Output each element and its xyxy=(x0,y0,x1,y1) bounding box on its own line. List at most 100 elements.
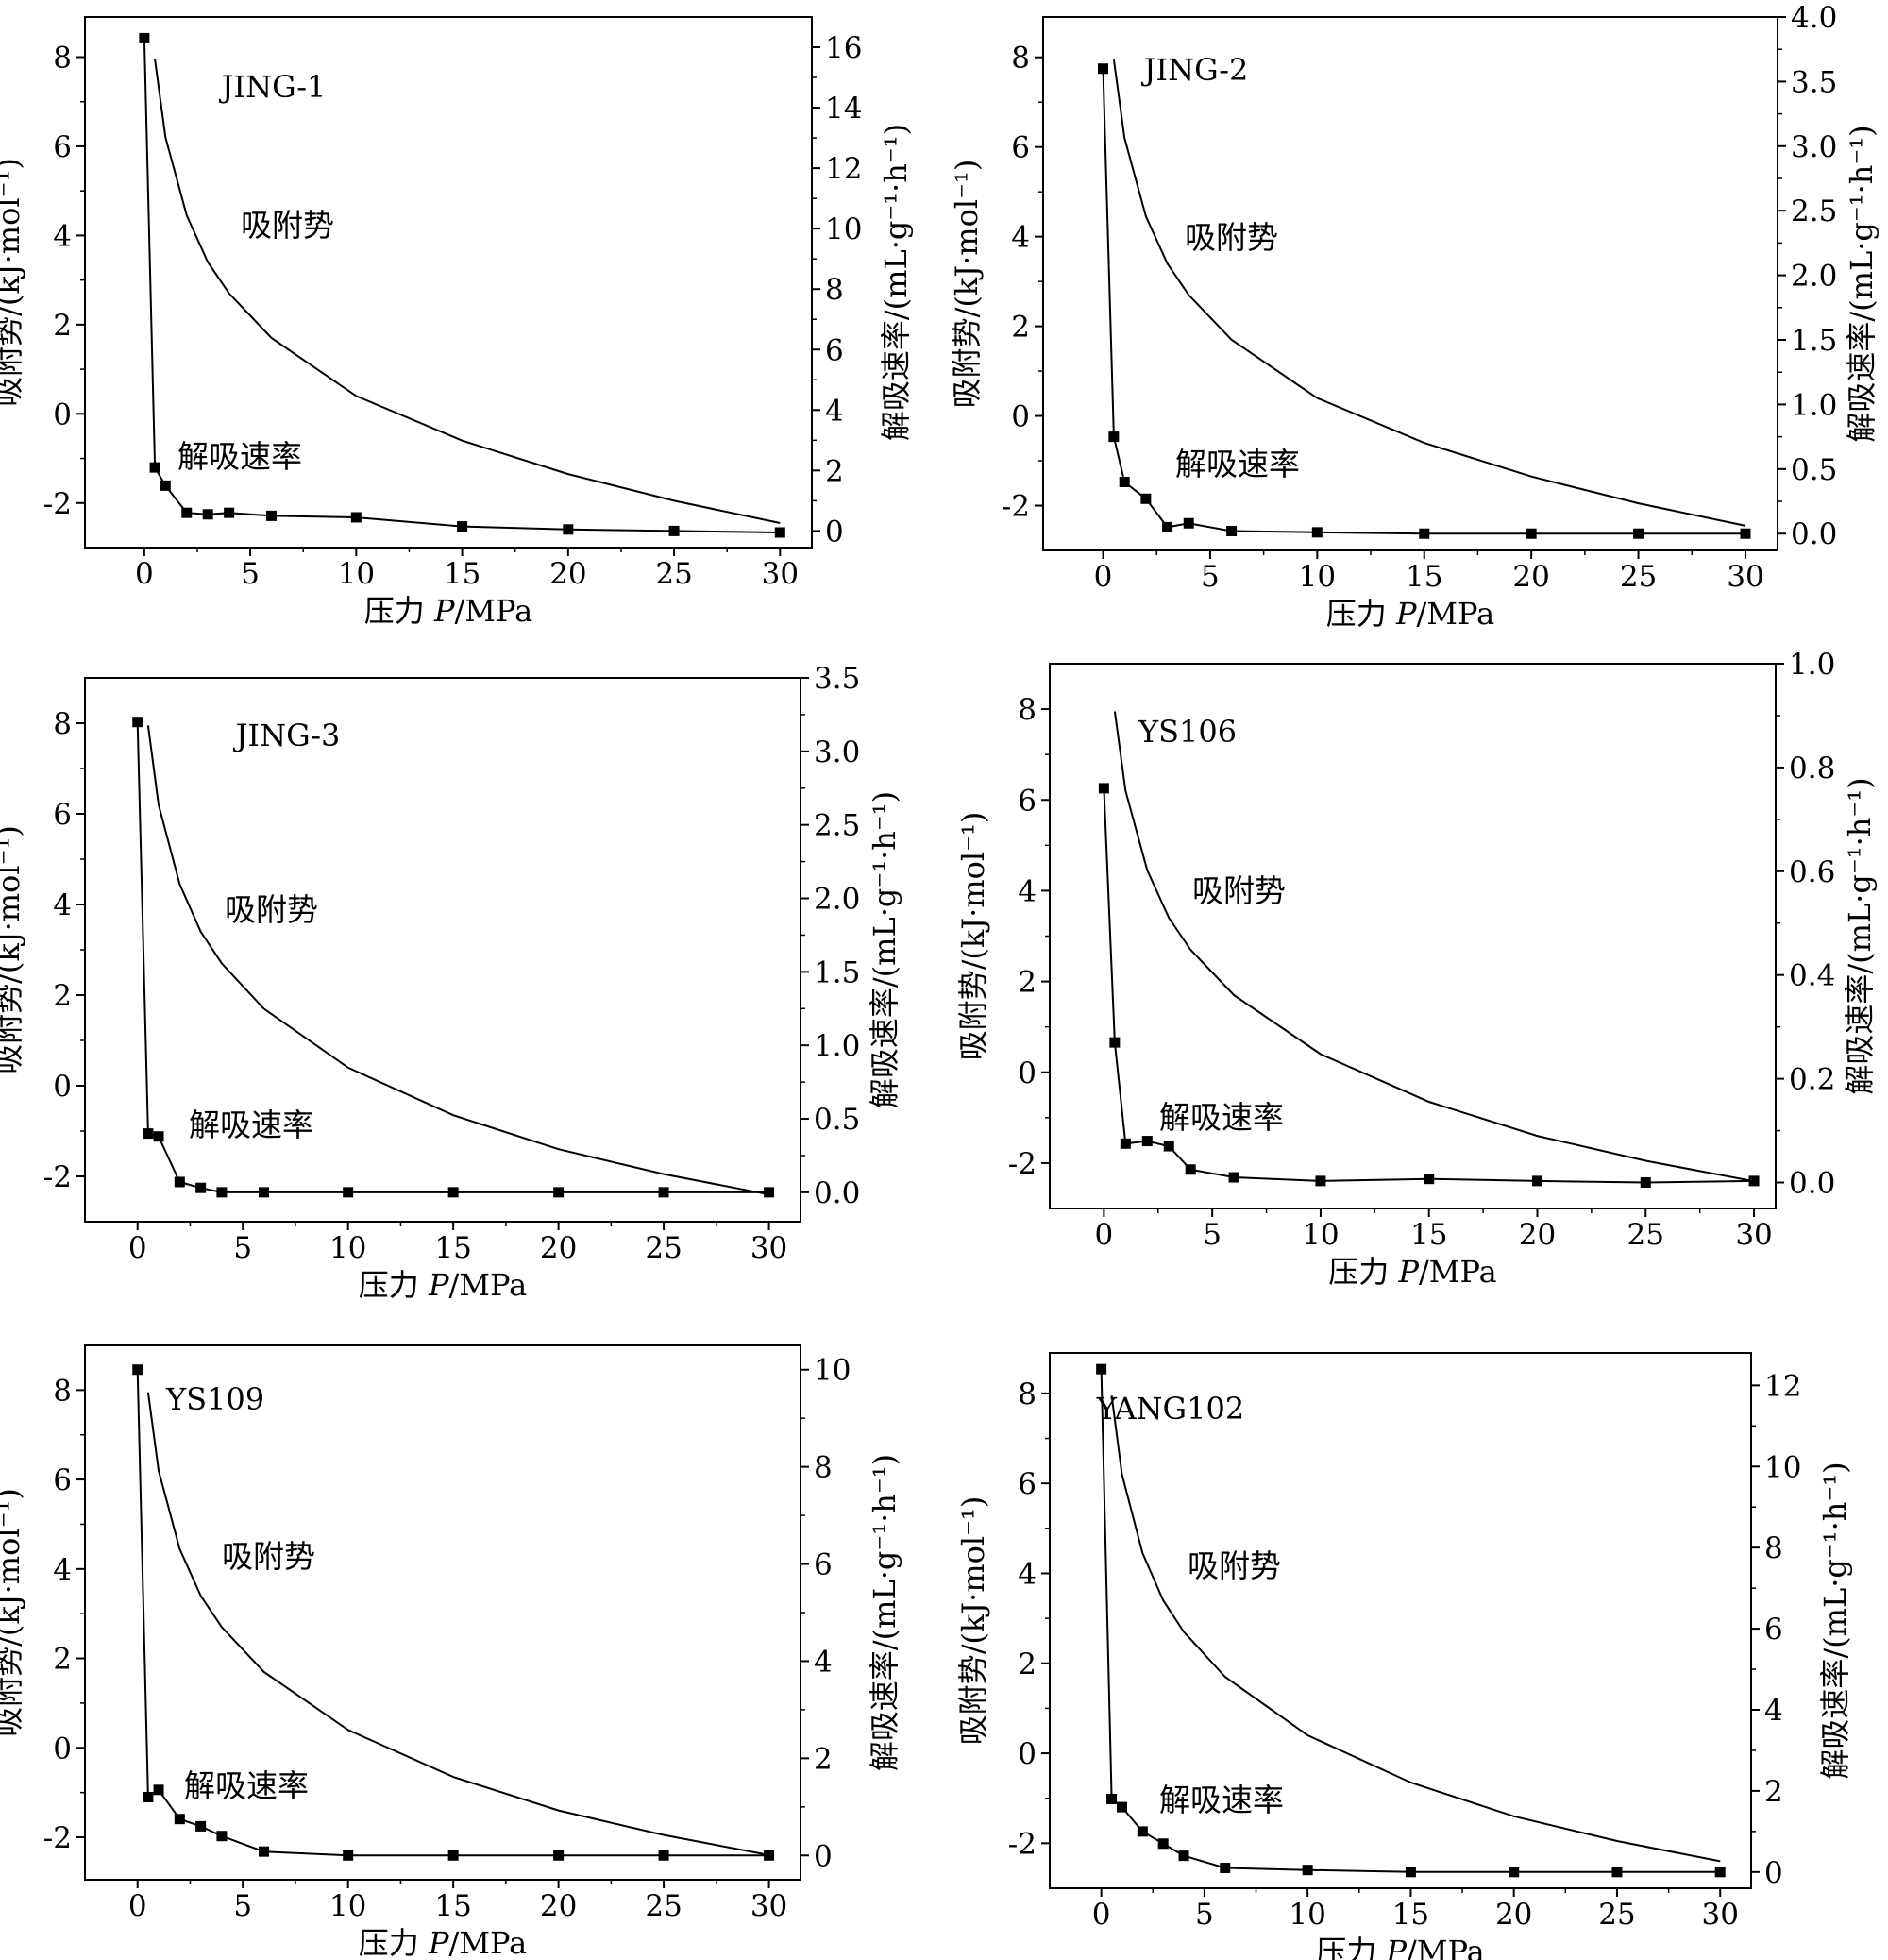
y-left-tick-label: 2 xyxy=(53,979,72,1013)
x-axis-label: 压力 P/MPa xyxy=(359,1267,527,1303)
y-right-tick-label: 1.0 xyxy=(814,1029,860,1063)
y-right-tick-label: 1.5 xyxy=(1791,324,1837,358)
adsorption-potential-line xyxy=(1112,59,1746,527)
x-tick-label: 20 xyxy=(540,1231,577,1265)
desorption-rate-point xyxy=(1424,1174,1435,1185)
y-left-tick-label: 4 xyxy=(53,1553,72,1587)
desorption-rate-point xyxy=(447,1850,459,1861)
y-left-tick-label: 4 xyxy=(53,219,72,253)
x-tick-label: 30 xyxy=(1735,1218,1772,1252)
x-tick-label: 30 xyxy=(750,1231,787,1265)
panel-name: YS109 xyxy=(165,1381,264,1417)
y-right-tick-label: 6 xyxy=(1764,1613,1783,1647)
y-right-tick-label: 3.0 xyxy=(1791,130,1837,164)
y-left-tick-label: 8 xyxy=(53,42,72,76)
x-tick-label: 0 xyxy=(1095,1218,1114,1252)
y-left-tick-label: 8 xyxy=(1011,42,1030,76)
desorption-rate-point xyxy=(1108,431,1120,443)
panel-name: JING-2 xyxy=(1141,52,1249,88)
y-right-tick-label: 1.5 xyxy=(814,955,860,989)
x-tick-label: 15 xyxy=(434,1231,471,1265)
y-right-axis-label: 解吸速率/(mL·g⁻¹·h⁻¹) xyxy=(1842,777,1878,1094)
y-right-tick-label: 2.5 xyxy=(814,809,860,843)
plot-frame xyxy=(1049,1352,1752,1889)
desorption-rate-label: 解吸速率 xyxy=(1175,446,1300,482)
y-right-tick-label: 14 xyxy=(825,92,862,126)
desorption-rate-point xyxy=(1106,1794,1118,1804)
y-right-tick-label: 0.6 xyxy=(1789,855,1835,889)
desorption-rate-point xyxy=(1419,528,1430,539)
y-left-tick-label: 2 xyxy=(53,309,72,343)
y-right-tick-label: 0 xyxy=(814,1839,833,1873)
x-axis-label: 压力 P/MPa xyxy=(359,1925,527,1960)
y-right-tick-label: 3.0 xyxy=(814,735,860,769)
panel-name: JING-3 xyxy=(233,718,341,753)
y-right-tick-label: 0.5 xyxy=(814,1103,860,1137)
x-tick-label: 15 xyxy=(434,1889,471,1923)
desorption-rate-point xyxy=(1315,1175,1326,1187)
x-tick-label: 5 xyxy=(233,1889,252,1923)
y-right-tick-label: 0.8 xyxy=(1789,752,1835,786)
y-left-tick-label: 6 xyxy=(53,798,72,832)
x-tick-label: 30 xyxy=(762,557,799,591)
y-left-tick-label: 4 xyxy=(1011,221,1030,255)
desorption-rate-point xyxy=(1137,1826,1148,1837)
chart-panel-yang102: 0 5 10 15 20 25 30 -2 0 2 4 6 8 0 2 4 6 8 10 12 压力 P/MPa 吸附势/… xyxy=(955,1352,1853,1960)
desorption-rate-point xyxy=(658,1187,669,1198)
x-tick-label: 15 xyxy=(1392,1898,1429,1932)
panel-name: YS106 xyxy=(1138,714,1237,750)
desorption-rate-point xyxy=(195,1182,207,1193)
x-tick-label: 25 xyxy=(645,1889,682,1923)
y-right-tick-label: 4.0 xyxy=(1791,1,1837,35)
y-right-tick-label: 4 xyxy=(825,394,844,428)
desorption-rate-point xyxy=(259,1187,269,1198)
y-left-axis-label: 吸附势/(kJ·mol⁻¹) xyxy=(0,825,26,1074)
y-left-tick-label: 4 xyxy=(53,888,72,922)
y-right-tick-label: 0.4 xyxy=(1789,959,1835,993)
y-left-tick-label: 6 xyxy=(53,1463,72,1497)
y-right-axis-label: 解吸速率/(mL·g⁻¹·h⁻¹) xyxy=(878,124,914,441)
x-tick-label: 30 xyxy=(1701,1898,1738,1932)
desorption-rate-point xyxy=(216,1187,228,1198)
y-left-tick-label: 8 xyxy=(1018,693,1037,727)
x-tick-label: 10 xyxy=(1289,1898,1325,1932)
y-left-tick-label: 8 xyxy=(1018,1377,1037,1411)
y-right-tick-label: 0.5 xyxy=(1791,453,1837,487)
x-tick-label: 15 xyxy=(444,557,480,591)
desorption-rate-point xyxy=(1120,1138,1131,1149)
y-right-tick-label: 12 xyxy=(825,152,862,186)
desorption-rate-point xyxy=(1141,1136,1153,1147)
desorption-rate-point xyxy=(447,1187,459,1198)
desorption-rate-point xyxy=(1226,525,1238,536)
y-right-axis-label: 解吸速率/(mL·g⁻¹·h⁻¹) xyxy=(1817,1462,1853,1779)
y-left-tick-label: 2 xyxy=(1018,966,1037,1000)
x-tick-label: 5 xyxy=(1201,560,1220,594)
y-left-tick-label: 0 xyxy=(53,1070,72,1104)
desorption-rate-line xyxy=(1103,787,1755,1184)
y-right-tick-label: 2.0 xyxy=(1791,260,1837,294)
x-tick-label: 0 xyxy=(135,557,154,591)
adsorption-potential-line xyxy=(1113,711,1755,1183)
y-left-tick-label: 0 xyxy=(1018,1737,1037,1771)
y-left-tick-label: 2 xyxy=(1011,311,1030,345)
y-right-tick-label: 2 xyxy=(825,454,844,488)
desorption-rate-point xyxy=(132,717,143,728)
chart-panel-jing-2: 0 5 10 15 20 25 30 -2 0 2 4 6 8 0.0 0.5 1.0 1.5 2.0 2.5 3.0… xyxy=(949,1,1880,632)
y-left-tick-label: 4 xyxy=(1018,874,1037,908)
desorption-rate-point xyxy=(668,525,680,536)
x-tick-label: 25 xyxy=(645,1231,682,1265)
x-tick-label: 30 xyxy=(1727,560,1763,594)
desorption-rate-point xyxy=(1531,1175,1542,1187)
desorption-rate-point xyxy=(1633,528,1644,539)
desorption-rate-point xyxy=(1640,1177,1651,1189)
x-tick-label: 5 xyxy=(1195,1898,1214,1932)
x-tick-label: 10 xyxy=(329,1231,366,1265)
desorption-rate-point xyxy=(202,509,213,520)
x-tick-label: 20 xyxy=(549,557,586,591)
y-right-tick-label: 0.0 xyxy=(1789,1167,1835,1201)
y-left-axis-label: 吸附势/(kJ·mol⁻¹) xyxy=(0,1488,26,1737)
desorption-rate-point xyxy=(1526,528,1537,539)
x-axis-label: 压力 P/MPa xyxy=(364,593,532,629)
